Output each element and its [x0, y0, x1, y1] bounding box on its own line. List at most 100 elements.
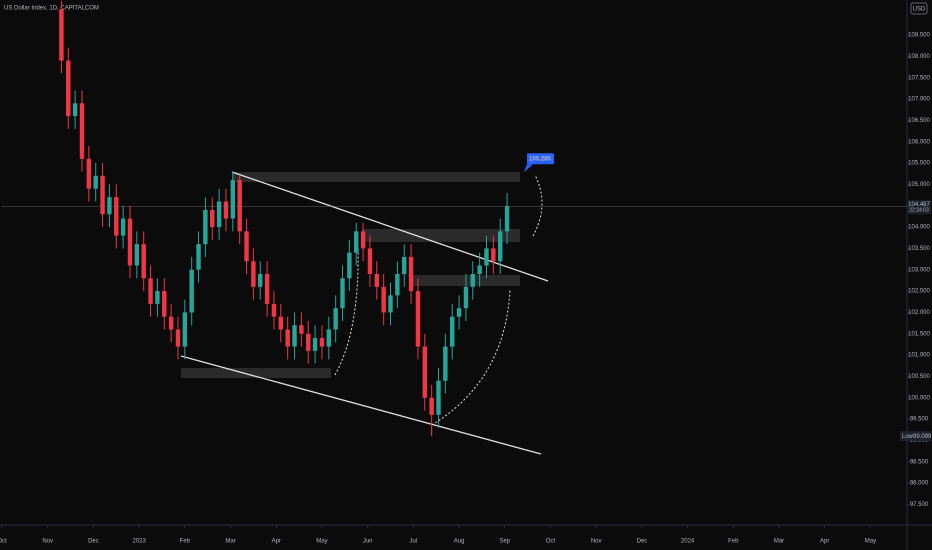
candle-body — [395, 274, 400, 296]
candle-body — [155, 291, 160, 304]
y-tick-label: 100.500 — [908, 374, 930, 380]
candle-body — [450, 316, 455, 347]
y-tick-label: 104.000 — [908, 225, 930, 231]
zone — [362, 229, 520, 242]
plot — [59, 0, 510, 437]
candle-body — [408, 256, 414, 292]
zone — [181, 368, 331, 378]
y-tick-label: 99.500 — [910, 417, 929, 423]
candle-body — [189, 269, 194, 313]
x-tick-label: Nov — [591, 539, 602, 545]
candle-body — [374, 274, 379, 287]
candle-body — [278, 316, 284, 330]
x-tick-label: Dec — [637, 539, 648, 545]
target-callout-pointer — [524, 164, 533, 173]
candle-body — [114, 197, 119, 236]
x-tick-label: Apr — [820, 539, 829, 545]
zone — [232, 172, 520, 182]
candle-body — [381, 286, 386, 313]
x-tick-label: 2023 — [132, 539, 146, 545]
candle-body — [429, 397, 434, 415]
candle-body — [477, 265, 482, 275]
low-marker-name: Low — [902, 434, 914, 440]
y-tick-label: 101.500 — [908, 331, 930, 337]
candle-body — [436, 380, 441, 415]
candle-body — [141, 244, 146, 279]
candle-body — [120, 218, 126, 236]
y-tick-label: 98.000 — [910, 481, 929, 487]
candle-body — [498, 231, 503, 262]
y-tick-label: 100.000 — [908, 395, 930, 401]
candle-body — [285, 329, 290, 347]
y-tick-label: 107.500 — [908, 75, 930, 81]
candle-body — [402, 256, 407, 275]
x-tick-label: Aug — [454, 539, 465, 545]
candle-body — [360, 231, 366, 249]
candle-body — [107, 197, 112, 215]
y-tick-label: 106.500 — [908, 118, 930, 124]
x-tick-label: 2024 — [681, 539, 695, 545]
channel-lower — [180, 355, 542, 455]
candle-body — [210, 210, 215, 228]
candle-body — [504, 206, 510, 232]
candle-body — [326, 329, 332, 347]
candle-body — [470, 274, 475, 287]
y-tick-label: 105.500 — [908, 161, 930, 167]
candle-body — [443, 346, 448, 381]
low-marker-value: 99.099 — [913, 434, 932, 440]
candle-body — [463, 286, 469, 309]
candle-body — [354, 231, 359, 253]
candle-body — [347, 252, 352, 279]
candle-body — [340, 278, 345, 309]
candle-body — [127, 218, 133, 266]
countdown-label: 22:24:03 — [909, 208, 929, 214]
candle-body — [196, 244, 201, 270]
candle-body — [299, 325, 304, 334]
x-tick-label: Feb — [180, 539, 191, 545]
candle-body — [175, 329, 181, 347]
candle-body — [264, 274, 270, 304]
candle-body — [79, 103, 85, 159]
candle-body — [258, 274, 263, 287]
candle-body — [223, 201, 229, 219]
candle-body — [182, 312, 188, 347]
candle-body — [59, 9, 64, 61]
projection-arc — [532, 174, 543, 237]
candle-body — [292, 325, 297, 347]
y-tick-label: 108.500 — [908, 33, 930, 39]
x-tick-label: Jul — [410, 539, 418, 545]
y-tick-label: 101.000 — [908, 353, 930, 359]
candle-body — [484, 248, 489, 266]
projection-arc — [431, 289, 511, 426]
candle-body — [66, 60, 71, 117]
channel-upper — [231, 171, 549, 282]
candle-body — [491, 248, 496, 262]
y-tick-label: 108.000 — [908, 54, 930, 60]
candle-body — [333, 308, 338, 330]
x-tick-label: Dec — [88, 539, 99, 545]
candle-body — [306, 333, 311, 351]
zone — [410, 275, 520, 286]
candle-body — [216, 201, 222, 228]
y-tick-label: 107.000 — [908, 97, 930, 103]
candle-body — [162, 291, 167, 317]
currency-label[interactable]: USD — [913, 7, 926, 13]
candle-body — [388, 295, 393, 313]
x-tick-label: Mar — [225, 539, 235, 545]
currency-box[interactable] — [910, 2, 928, 15]
candle-body — [230, 180, 236, 219]
chart-title: US Dollar Index, 1D, CAPITALCOM — [4, 6, 99, 12]
y-tick-label: 102.500 — [908, 289, 930, 295]
candle-body — [319, 338, 325, 347]
candle-body — [415, 291, 421, 347]
x-tick-label: Oct — [546, 539, 556, 545]
x-tick-label: Apr — [272, 539, 281, 545]
candle-body — [456, 308, 462, 317]
x-tick-label: Feb — [728, 539, 739, 545]
candle-body — [86, 158, 92, 189]
target-label: 105.285 — [529, 156, 551, 162]
x-tick-label: May — [316, 539, 327, 545]
low-tag — [900, 431, 931, 442]
x-tick-label: Oct — [0, 539, 7, 545]
